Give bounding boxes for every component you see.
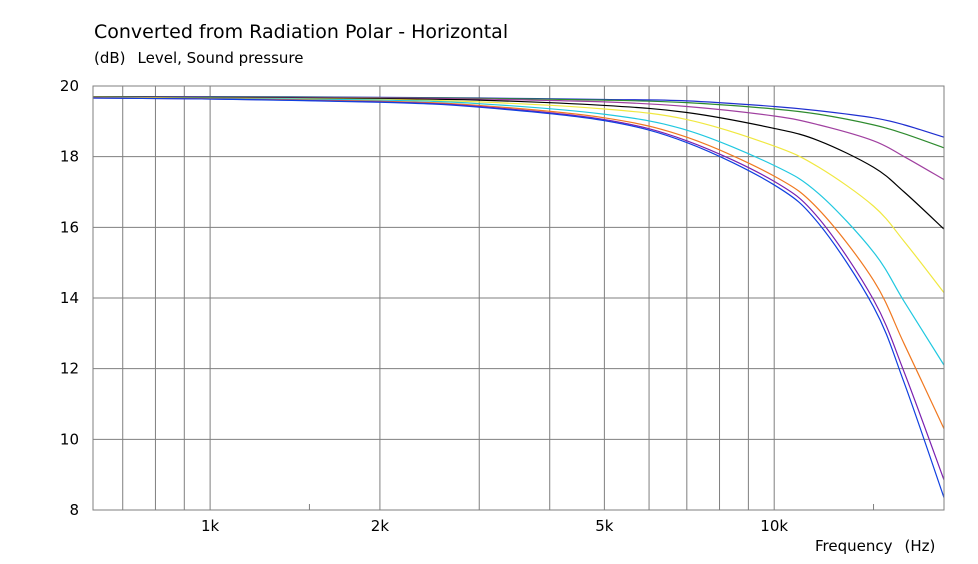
chart-title: Converted from Radiation Polar - Horizon… bbox=[94, 21, 509, 43]
x-axis-title: Frequency (Hz) bbox=[815, 537, 935, 555]
x-axis-unit: (Hz) bbox=[904, 537, 936, 555]
y-tick-label: 8 bbox=[69, 501, 79, 519]
x-tick-label: 5k bbox=[595, 517, 614, 535]
y-axis-unit: (dB) bbox=[94, 49, 126, 67]
series-line-6 bbox=[92, 97, 945, 366]
series-line-5 bbox=[92, 96, 945, 294]
series-layer bbox=[92, 95, 945, 498]
axis-layer: 8 10 12 14 16 18 20 1k 2k 5k 10k bbox=[60, 77, 945, 535]
series-line-9 bbox=[92, 97, 945, 498]
x-axis-label: Frequency bbox=[815, 537, 893, 555]
series-line-8 bbox=[92, 97, 945, 481]
y-axis-title: (dB) Level, Sound pressure bbox=[94, 49, 303, 67]
y-tick-label: 14 bbox=[60, 289, 79, 307]
grid-layer bbox=[93, 85, 944, 511]
series-line-1 bbox=[92, 95, 945, 138]
plot-frame bbox=[92, 85, 945, 511]
series-line-7 bbox=[92, 97, 945, 429]
y-tick-label: 18 bbox=[60, 148, 79, 166]
x-tick-label: 1k bbox=[201, 517, 220, 535]
y-tick-label: 10 bbox=[60, 430, 79, 448]
y-tick-label: 16 bbox=[60, 218, 79, 236]
y-axis-label: Level, Sound pressure bbox=[137, 49, 304, 67]
x-tick-label: 2k bbox=[371, 517, 390, 535]
series-line-4 bbox=[92, 96, 945, 230]
x-tick-label: 10k bbox=[760, 517, 788, 535]
y-tick-label: 12 bbox=[60, 360, 79, 378]
y-tick-label: 20 bbox=[60, 77, 79, 95]
